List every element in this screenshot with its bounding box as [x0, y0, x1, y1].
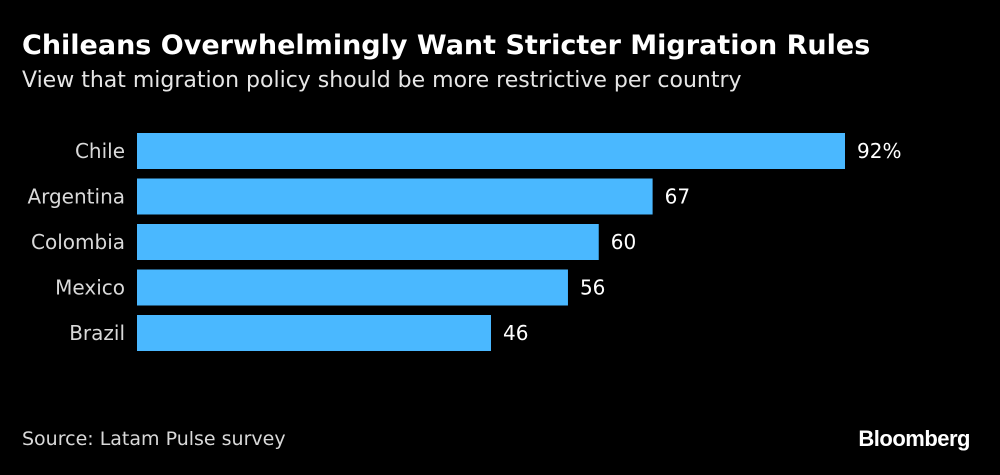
value-label-colombia: 60 [611, 230, 636, 254]
category-label-chile: Chile [75, 139, 125, 163]
value-label-chile: 92% [857, 139, 901, 163]
category-label-brazil: Brazil [69, 321, 125, 345]
bar-brazil [137, 315, 491, 351]
chart-title: Chileans Overwhelmingly Want Stricter Mi… [22, 30, 871, 61]
value-label-mexico: 56 [580, 276, 605, 300]
category-label-colombia: Colombia [31, 230, 125, 254]
chart-subtitle: View that migration policy should be mor… [22, 68, 742, 93]
bar-argentina [137, 178, 653, 215]
bar-chart: Chile 92% Argentina 67 Colombia 60 Mexico 56 Bra… [27, 133, 901, 351]
value-label-brazil: 46 [503, 321, 528, 345]
source-note: Source: Latam Pulse survey [22, 428, 286, 450]
value-label-argentina: 67 [665, 185, 690, 209]
bloomberg-logo: Bloomberg [858, 426, 970, 451]
bar-mexico [137, 269, 568, 306]
bar-colombia [137, 224, 599, 260]
category-label-mexico: Mexico [55, 276, 125, 300]
category-label-argentina: Argentina [27, 185, 125, 209]
bar-chile [137, 133, 845, 169]
